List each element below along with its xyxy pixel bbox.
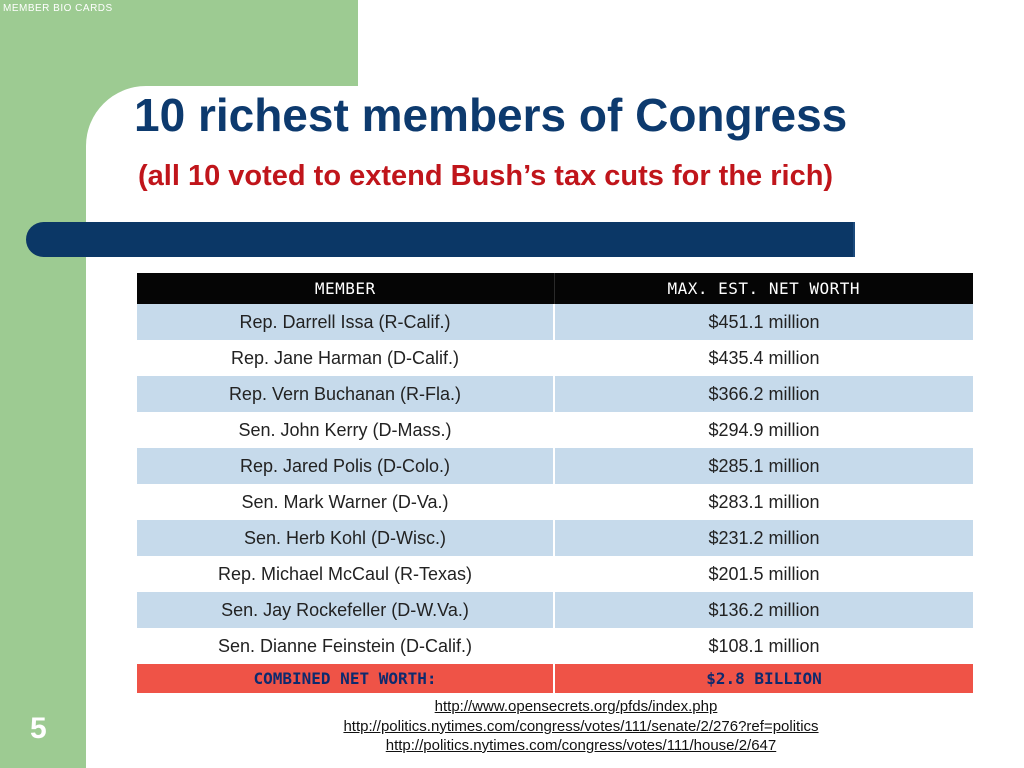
net-worth-cell: $451.1 million [554,304,973,340]
net-worth-table: MEMBER MAX. EST. NET WORTH Rep. Darrell … [137,273,973,693]
table-row: Rep. Vern Buchanan (R-Fla.) $366.2 milli… [137,376,973,412]
table-row: Sen. John Kerry (D-Mass.) $294.9 million [137,412,973,448]
table-row: Rep. Jane Harman (D-Calif.) $435.4 milli… [137,340,973,376]
member-cell: Sen. Dianne Feinstein (D-Calif.) [137,628,555,664]
member-cell: Rep. Jane Harman (D-Calif.) [137,340,555,376]
source-links: http://www.opensecrets.org/pfds/index.ph… [0,697,1024,756]
slide-number: 5 [30,712,47,745]
corner-label: MEMBER BIO CARDS [3,3,113,14]
source-link-senate-vote[interactable]: http://politics.nytimes.com/congress/vot… [343,717,819,735]
table-row: Rep. Darrell Issa (R-Calif.) $451.1 mill… [137,304,973,340]
member-cell: Rep. Jared Polis (D-Colo.) [137,448,555,484]
net-worth-cell: $435.4 million [554,340,973,376]
member-cell: Rep. Vern Buchanan (R-Fla.) [137,376,555,412]
member-cell: Sen. John Kerry (D-Mass.) [137,412,555,448]
net-worth-cell: $366.2 million [554,376,973,412]
total-label-cell: COMBINED NET WORTH: [137,664,555,693]
total-value-cell: $2.8 BILLION [554,664,973,693]
member-cell: Sen. Herb Kohl (D-Wisc.) [137,520,555,556]
net-worth-cell: $283.1 million [554,484,973,520]
net-worth-cell: $201.5 million [554,556,973,592]
net-worth-cell: $294.9 million [554,412,973,448]
content-corner-curve [86,86,146,146]
slide-subtitle: (all 10 voted to extend Bush’s tax cuts … [138,160,834,192]
member-cell: Sen. Mark Warner (D-Va.) [137,484,555,520]
net-worth-cell: $136.2 million [554,592,973,628]
member-cell: Sen. Jay Rockefeller (D-W.Va.) [137,592,555,628]
net-worth-cell: $108.1 million [554,628,973,664]
table-header-row: MEMBER MAX. EST. NET WORTH [137,273,973,304]
net-worth-cell: $231.2 million [554,520,973,556]
source-link-house-vote[interactable]: http://politics.nytimes.com/congress/vot… [385,737,777,754]
table-row: Sen. Jay Rockefeller (D-W.Va.) $136.2 mi… [137,592,973,628]
slide-title: 10 richest members of Congress [134,89,848,141]
member-cell: Rep. Darrell Issa (R-Calif.) [137,304,555,340]
green-side-strip [0,86,86,768]
header-member: MEMBER [137,273,555,304]
decorative-blue-bar [26,222,855,257]
net-worth-cell: $285.1 million [554,448,973,484]
table-row: Sen. Mark Warner (D-Va.) $283.1 million [137,484,973,520]
table-total-row: COMBINED NET WORTH: $2.8 BILLION [137,664,973,693]
table-row: Rep. Jared Polis (D-Colo.) $285.1 millio… [137,448,973,484]
source-link-opensecrets[interactable]: http://www.opensecrets.org/pfds/index.ph… [434,698,718,715]
green-header-block [0,0,358,86]
table-row: Sen. Dianne Feinstein (D-Calif.) $108.1 … [137,628,973,664]
member-cell: Rep. Michael McCaul (R-Texas) [137,556,555,592]
table-row: Sen. Herb Kohl (D-Wisc.) $231.2 million [137,520,973,556]
header-net-worth: MAX. EST. NET WORTH [554,273,973,304]
table-row: Rep. Michael McCaul (R-Texas) $201.5 mil… [137,556,973,592]
